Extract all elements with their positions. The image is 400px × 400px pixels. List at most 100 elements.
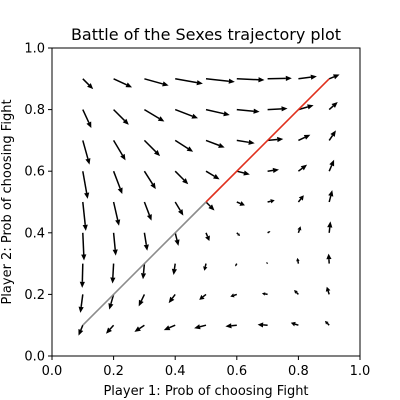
- x-tick-label: 1.0: [350, 364, 371, 379]
- vector-arrow: [267, 136, 284, 143]
- vector-arrow: [113, 78, 133, 88]
- vector-arrow: [326, 253, 332, 264]
- vector-arrow: [236, 232, 241, 237]
- y-tick-label: 0.4: [24, 226, 45, 241]
- vector-arrow: [267, 75, 292, 81]
- vector-arrow: [171, 263, 177, 275]
- y-tick-label: 1.0: [24, 42, 45, 57]
- vector-arrow: [257, 322, 268, 328]
- vector-arrow: [143, 139, 161, 157]
- vector-arrow: [106, 324, 115, 334]
- vector-arrow: [203, 263, 208, 271]
- vector-arrow: [328, 74, 340, 80]
- vector-arrow: [205, 232, 210, 241]
- x-axis-label: Player 1: Prob of choosing Fight: [103, 384, 308, 399]
- vector-arrow: [78, 324, 84, 336]
- vector-arrow: [82, 201, 88, 231]
- vector-arrow: [328, 130, 336, 141]
- vector-arrow: [168, 293, 176, 304]
- vector-arrow: [79, 263, 85, 288]
- vector-arrow: [174, 232, 180, 246]
- vector-arrow: [205, 201, 215, 211]
- vector-arrow: [81, 232, 87, 261]
- vector-arrow: [174, 139, 194, 152]
- vector-arrow: [143, 170, 156, 190]
- vector-arrow: [297, 164, 308, 172]
- vector-arrow: [290, 321, 299, 327]
- vector-arrow: [78, 294, 84, 313]
- vector-arrow: [112, 232, 118, 256]
- x-tick-label: 0.2: [103, 364, 124, 379]
- y-tick-label: 0.2: [24, 288, 45, 303]
- vector-arrow: [205, 170, 220, 180]
- vector-arrow: [205, 139, 225, 148]
- x-tick-label: 0.6: [226, 364, 247, 379]
- vector-arrow: [236, 108, 260, 114]
- vector-arrow: [138, 294, 146, 307]
- vector-arrow: [230, 293, 238, 298]
- vector-arrow: [199, 293, 207, 300]
- vector-arrow: [143, 201, 152, 221]
- vector-arrow: [267, 106, 288, 112]
- vector-arrow: [297, 195, 304, 203]
- vector-arrow: [267, 199, 275, 204]
- vector-arrow: [325, 286, 331, 295]
- vector-arrow: [298, 74, 317, 80]
- x-tick-label: 0.8: [288, 364, 309, 379]
- y-tick-label: 0.8: [24, 103, 45, 118]
- vector-arrow: [144, 108, 165, 122]
- vector-arrow: [327, 221, 333, 233]
- y-axis-ticks: 0.0 0.2 0.4 0.6 0.8 1.0: [24, 42, 52, 365]
- vector-arrow: [328, 159, 335, 172]
- vector-arrow: [82, 78, 94, 90]
- vector-arrow: [140, 263, 147, 280]
- vector-arrow: [144, 78, 169, 87]
- vector-arrow: [194, 324, 207, 330]
- vector-arrow: [261, 292, 268, 296]
- vector-arrow: [297, 226, 302, 234]
- vector-arrow: [236, 201, 245, 206]
- vector-arrow: [113, 109, 129, 125]
- trajectory-line: [205, 78, 330, 203]
- vector-arrow: [82, 171, 90, 199]
- vector-arrow: [236, 170, 250, 176]
- x-axis-ticks: 0.0 0.2 0.4 0.6 0.8 1.0: [42, 356, 371, 379]
- vector-arrow: [112, 170, 123, 194]
- vector-arrow: [294, 290, 299, 295]
- vector-arrow: [298, 134, 311, 142]
- vector-arrow: [174, 108, 198, 119]
- plot-frame: [51, 47, 361, 357]
- vector-field: [78, 74, 340, 336]
- vector-arrow: [328, 102, 338, 111]
- vector-arrow: [112, 140, 126, 161]
- trajectory-line: [82, 201, 207, 326]
- vector-arrow: [134, 324, 145, 332]
- trajectory-lines: [82, 78, 330, 326]
- vector-arrow: [174, 201, 184, 216]
- vector-arrow: [110, 263, 116, 284]
- vector-arrow: [163, 324, 176, 331]
- chart-title: Battle of the Sexes trajectory plot: [71, 25, 341, 44]
- y-tick-label: 0.6: [24, 165, 45, 180]
- vector-arrow: [236, 77, 265, 83]
- vector-arrow: [266, 262, 269, 265]
- y-tick-label: 0.0: [24, 350, 45, 365]
- vector-arrow: [205, 78, 235, 84]
- vector-arrow: [267, 231, 271, 234]
- vector-arrow: [267, 167, 279, 173]
- vector-arrow: [143, 232, 149, 251]
- vector-arrow: [82, 140, 91, 165]
- vector-arrow: [328, 190, 334, 203]
- vector-arrow: [225, 323, 237, 329]
- x-tick-label: 0.0: [42, 364, 63, 379]
- vector-arrow: [112, 201, 121, 226]
- vector-arrow: [236, 139, 255, 145]
- vector-arrow: [296, 257, 300, 264]
- vector-arrow: [205, 108, 230, 117]
- vector-arrow: [174, 170, 189, 185]
- y-axis-label: Player 2: Prob of choosing Fight: [0, 99, 15, 304]
- vector-arrow: [175, 78, 203, 86]
- vector-arrow: [324, 320, 330, 326]
- vector-arrow: [235, 263, 238, 267]
